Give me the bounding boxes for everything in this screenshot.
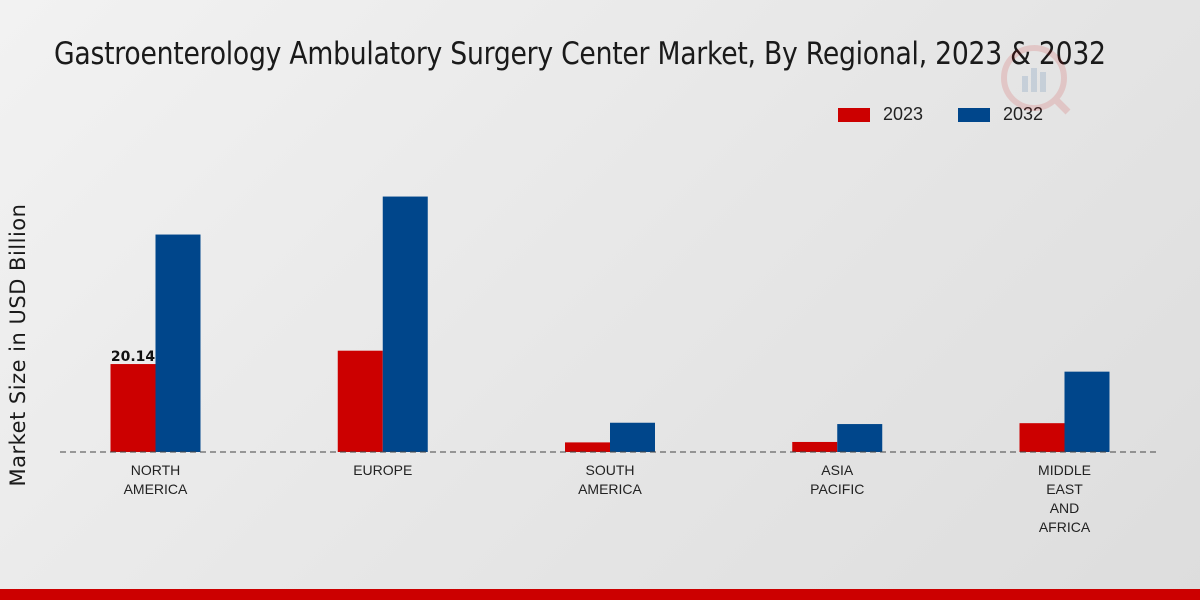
x-tick-label: SOUTH AMERICA: [578, 462, 642, 497]
bar-2032-0: [155, 234, 201, 452]
x-tick-label: EUROPE: [353, 462, 412, 478]
bar-2023-2: [565, 442, 610, 452]
legend-swatch-2023: [838, 108, 870, 122]
x-tick-label: ASIA PACIFIC: [810, 462, 864, 497]
watermark-logo-icon: [1001, 45, 1071, 115]
bar-2032-2: [610, 422, 655, 452]
x-tick-label: NORTH AMERICA: [124, 462, 188, 497]
bar-2032-3: [837, 424, 883, 452]
legend-label-2032: 2032: [1003, 104, 1044, 124]
legend-label-2023: 2023: [883, 104, 924, 124]
bar-2032-1: [382, 196, 428, 452]
legend-swatch-2032: [958, 108, 990, 122]
bar-2023-3: [792, 441, 838, 452]
chart-title: Gastroenterology Ambulatory Surgery Cent…: [54, 36, 1106, 72]
bar-2023-1: [337, 350, 383, 452]
data-label: 20.14: [111, 349, 156, 365]
bar-2032-4: [1064, 371, 1110, 452]
x-tick-label: MIDDLE EAST AND AFRICA: [1038, 462, 1091, 535]
bar-2023-4: [1019, 423, 1065, 452]
footer-bar: [0, 589, 1200, 600]
bar-2023-0: [110, 364, 156, 452]
